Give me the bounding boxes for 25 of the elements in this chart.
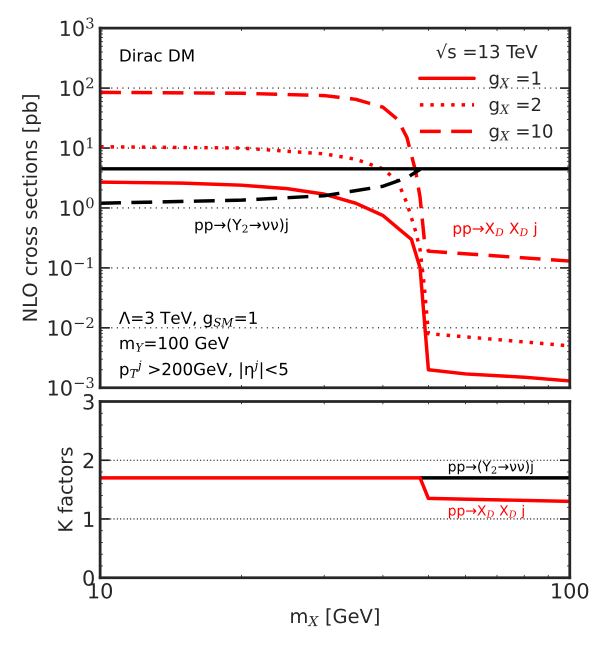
- annotation: pp→X$_{D}$ X$_{D}$ j: [448, 504, 524, 518]
- y-tick-label: 3: [84, 394, 94, 410]
- annotation: pp→(Y$_{2}$→νν)j: [448, 460, 533, 474]
- y-axis-title: K factors: [58, 448, 73, 531]
- y-tick-label: 10$^{2}$: [60, 77, 94, 96]
- y-tick-label: 10$^{0}$: [60, 197, 94, 216]
- x-axis-title: m$_{X}$ [GeV]: [291, 608, 379, 626]
- y-tick-label: 10$^{1}$: [60, 137, 93, 156]
- y-axis-title: NLO cross sections [pb]: [22, 95, 41, 321]
- annotation: Dirac DM: [120, 48, 194, 62]
- annotation: pp→(Y$_{2}$→νν)j: [195, 218, 288, 234]
- annotation: Λ=3 TeV, g$_{SM}$=1: [119, 312, 257, 328]
- y-tick-label: 1: [84, 512, 94, 527]
- y-tick-label: 10$^{3}$: [60, 18, 94, 36]
- y-tick-label: 10$^{−1}$: [48, 257, 93, 276]
- y-tick-label: 10$^{−2}$: [48, 317, 94, 336]
- legend-label: g$_{X}$ =1: [490, 71, 540, 88]
- annotation: pp→X$_{D}$ X$_{D}$ j: [454, 222, 536, 237]
- legend-label: g$_{X}$ =2: [490, 98, 540, 115]
- y-tick-label: 2: [84, 452, 94, 468]
- annotation: m$_{Y}$=100 GeV: [120, 336, 229, 352]
- legend-label: g$_{X}$ =10: [490, 124, 552, 142]
- legend-title: √s =13 TeV: [436, 43, 538, 58]
- annotation: p$_{T}$$^{j}$ >200GeV, |η$^{j}$|<5: [120, 360, 288, 380]
- x-tick-label: 100: [552, 582, 588, 599]
